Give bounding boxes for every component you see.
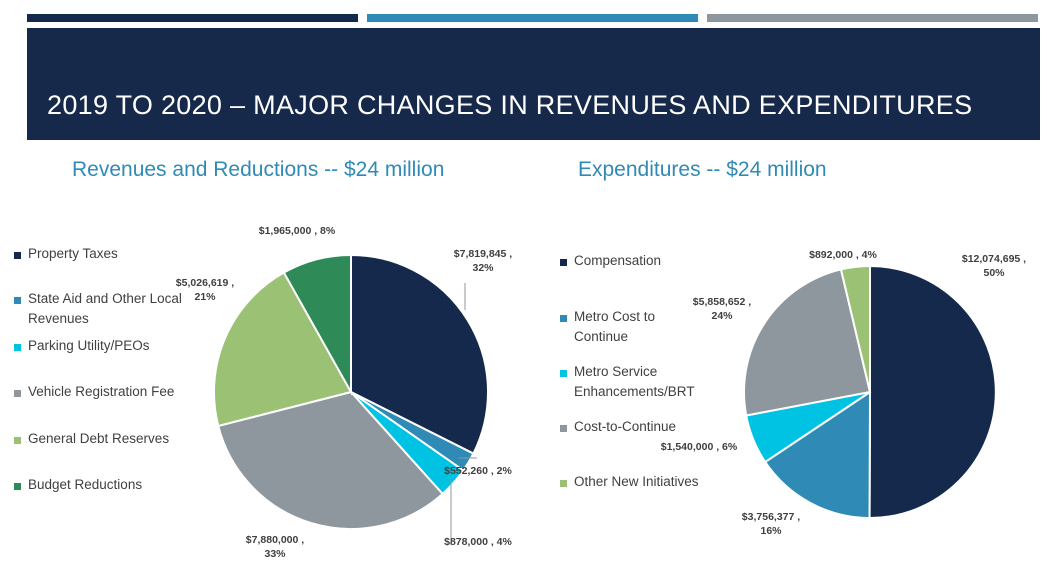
revenues-chart-title: Revenues and Reductions -- $24 million [72, 158, 445, 181]
legend-label: Vehicle Registration Fee [28, 384, 175, 399]
legend-item: Other New Initiatives [560, 474, 699, 492]
pie-slice [868, 264, 997, 520]
legend-item: Compensation [560, 253, 662, 271]
legend-label: Compensation [574, 253, 662, 268]
legend-swatch [14, 344, 21, 351]
legend-label: Property Taxes [28, 246, 118, 261]
data-label: $3,756,377 , 16% [742, 511, 800, 537]
data-label: $892,000 , 4% [809, 249, 877, 261]
legend-swatch [560, 370, 567, 377]
pie-slice [839, 264, 871, 393]
legend-item: Budget Reductions [14, 477, 143, 495]
accent-bar-dark [27, 14, 358, 22]
legend-swatch [14, 483, 21, 490]
legend-swatch [560, 425, 567, 432]
legend-swatch [14, 297, 21, 304]
data-label: $1,965,000 , 8% [259, 225, 336, 237]
legend-label: Metro Cost to Continue [574, 309, 656, 344]
legend-label: Parking Utility/PEOs [28, 338, 150, 353]
pie-slice [743, 268, 872, 417]
legend-item: Property Taxes [14, 246, 118, 264]
legend-swatch [560, 259, 567, 266]
pie-slice [213, 271, 353, 428]
legend-item: Metro Service Enhancements/BRT [560, 364, 710, 402]
legend-label: General Debt Reserves [28, 431, 170, 446]
pie-slice [763, 390, 872, 520]
accent-bar-gray [707, 14, 1038, 22]
legend-swatch [560, 480, 567, 487]
data-label: $5,858,652 , 24% [693, 296, 751, 322]
data-label: $12,074,695 , 50% [962, 253, 1026, 279]
legend-item: General Debt Reserves [14, 431, 170, 449]
legend-swatch [14, 437, 21, 444]
legend-item: State Aid and Other Local Revenues [14, 291, 189, 329]
legend-item: Vehicle Registration Fee [14, 384, 175, 402]
data-label: $5,026,619 , 21% [176, 277, 234, 303]
legend-label: Budget Reductions [28, 477, 143, 492]
legend-swatch [14, 390, 21, 397]
title-banner: 2019 TO 2020 – MAJOR CHANGES IN REVENUES… [27, 28, 1040, 140]
expenditures-chart-title: Expenditures -- $24 million [578, 158, 827, 181]
legend-item: Parking Utility/PEOs [14, 338, 150, 356]
legend-swatch [560, 315, 567, 322]
legend-label: State Aid and Other Local Revenues [28, 291, 182, 326]
pie-slice [282, 253, 352, 396]
data-label: $552,260 , 2% [444, 465, 512, 477]
legend-label: Cost-to-Continue [574, 419, 677, 434]
legend-item: Metro Cost to Continue [560, 309, 710, 347]
data-label: $7,819,845 , 32% [454, 248, 512, 274]
data-label: $7,880,000 , 33% [246, 534, 304, 560]
data-label: $1,540,000 , 6% [661, 441, 738, 453]
legend-label: Metro Service Enhancements/BRT [574, 364, 695, 399]
pie-slice [350, 253, 489, 455]
data-label: $878,000 , 4% [444, 536, 512, 548]
legend-swatch [14, 252, 21, 259]
accent-bar-blue [367, 14, 698, 22]
page-title: 2019 TO 2020 – MAJOR CHANGES IN REVENUES… [47, 90, 973, 120]
legend-item: Cost-to-Continue [560, 419, 677, 437]
pie-slice [217, 390, 444, 530]
legend-label: Other New Initiatives [574, 474, 699, 489]
